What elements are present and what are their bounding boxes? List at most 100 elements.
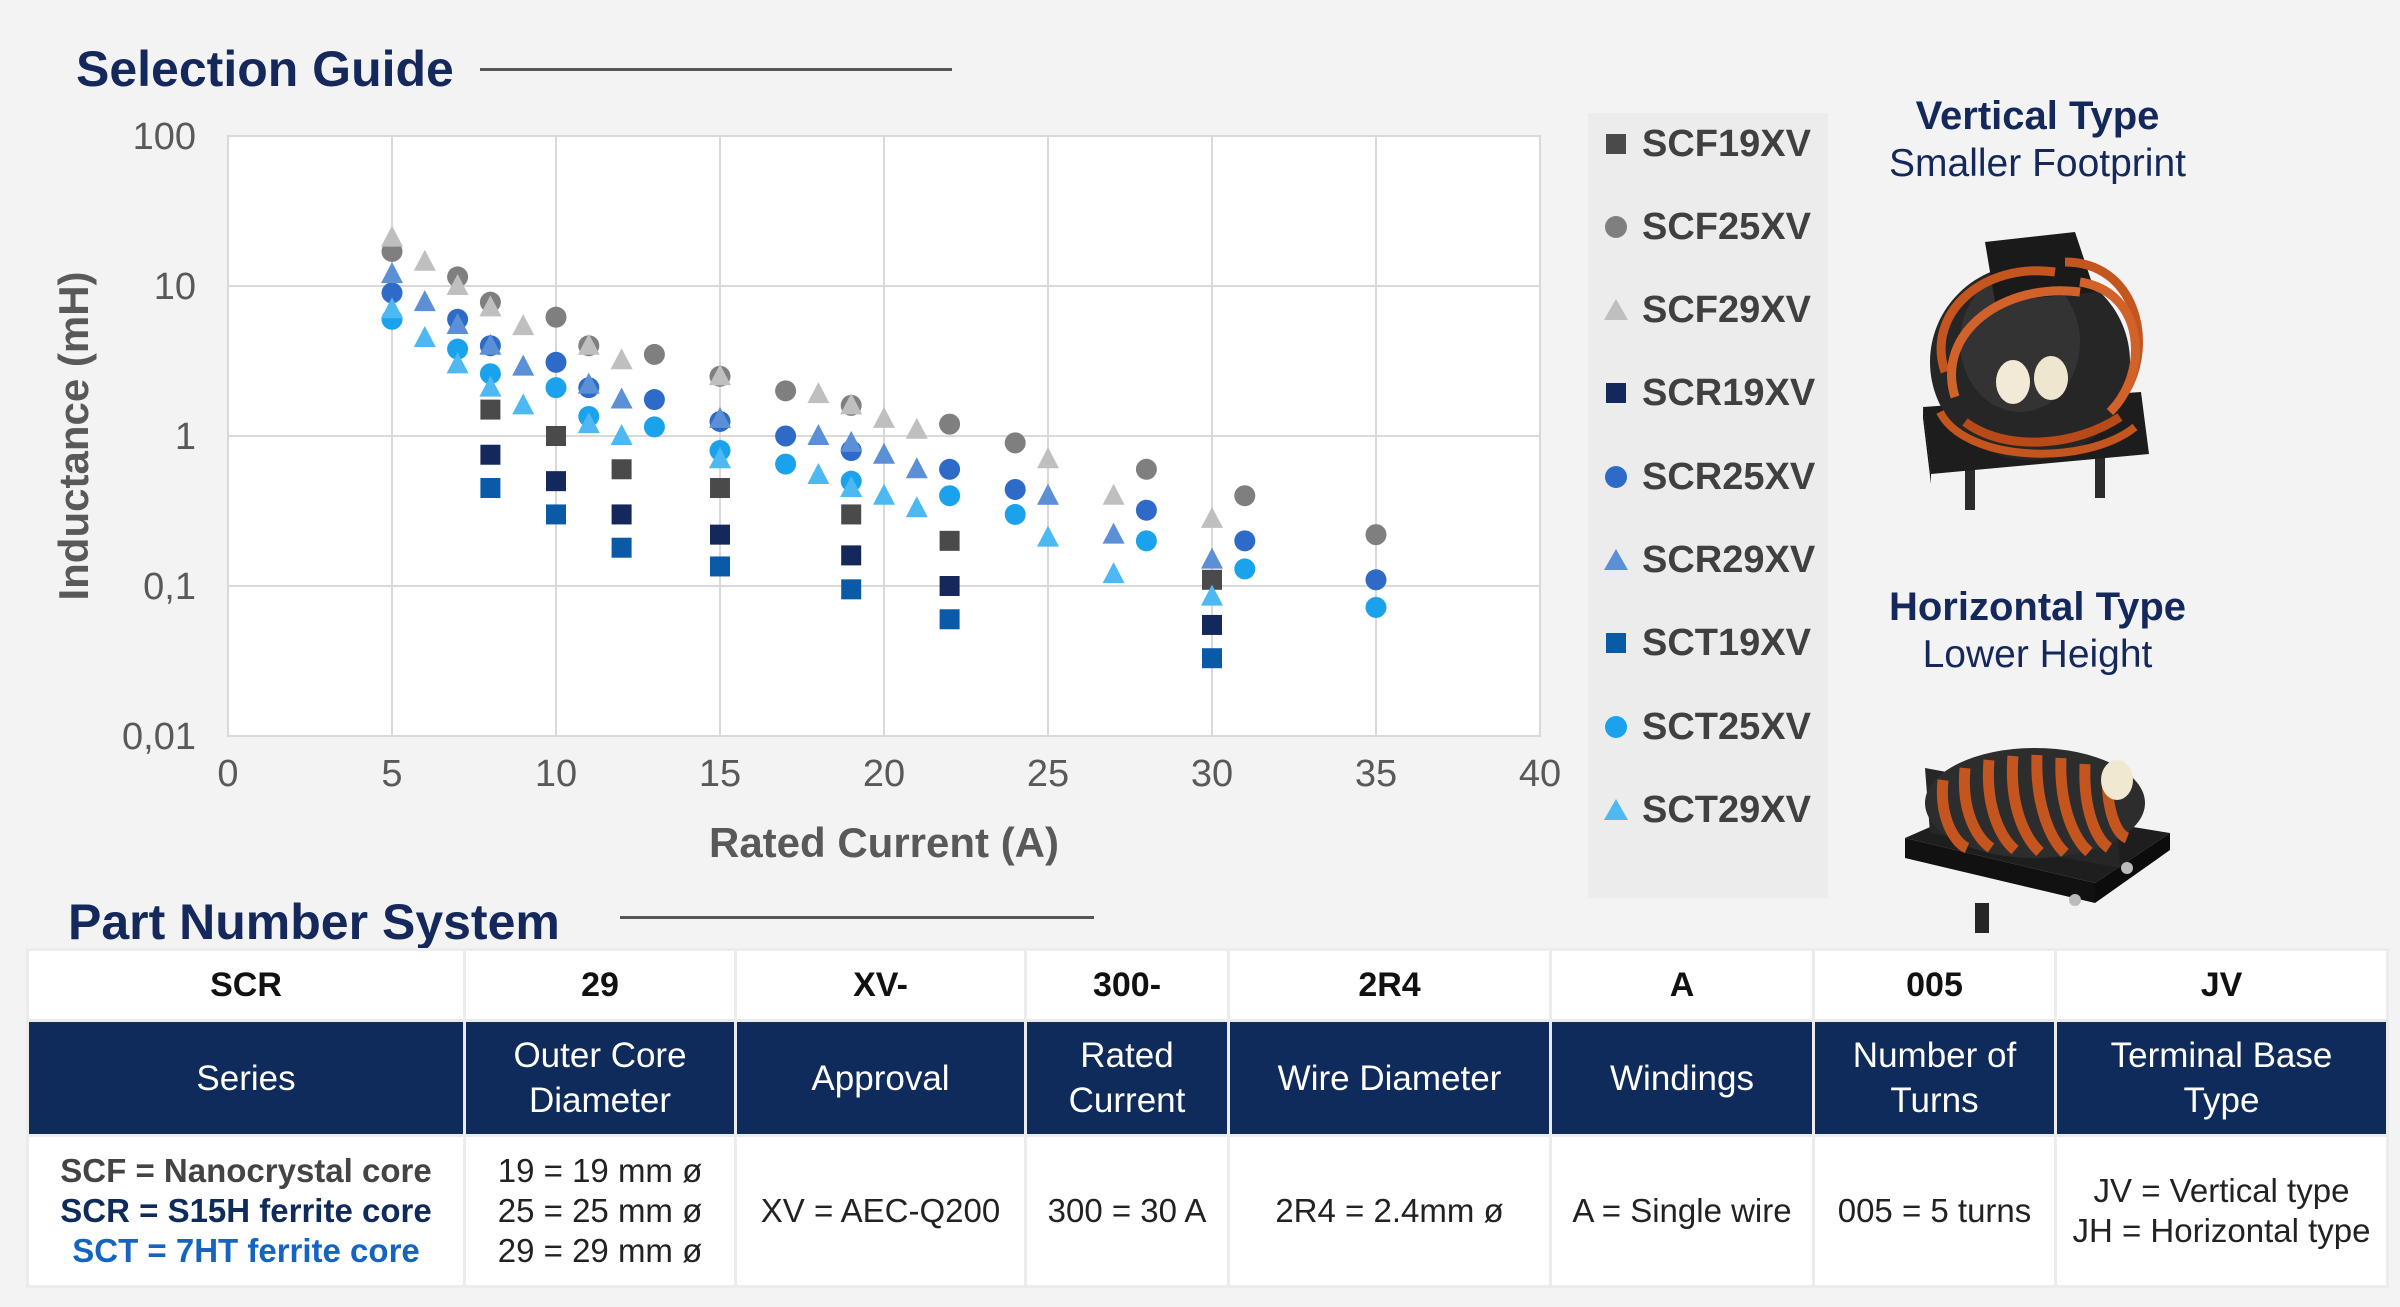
- data-point: [610, 387, 633, 409]
- data-point: [807, 424, 830, 445]
- header-approval: Approval: [734, 1019, 1027, 1137]
- data-point: [611, 504, 632, 525]
- data-point: [710, 524, 730, 545]
- legend-item-scr29xv: SCR29XV: [1600, 538, 1816, 581]
- vertical-type-caption: Vertical Type Smaller Footprint: [1830, 92, 2245, 188]
- data-point: [709, 447, 731, 469]
- triangle-marker-icon: [1604, 549, 1628, 570]
- data-point: [807, 462, 830, 484]
- y-tick-labels: 0,01 0,1 1 10 100: [122, 116, 196, 758]
- code-current: 300-: [1024, 948, 1230, 1022]
- data-point: [1234, 485, 1256, 507]
- data-point: [446, 274, 469, 295]
- series-scf29xv: [381, 225, 1223, 528]
- data-point: [939, 530, 960, 551]
- data-point: [1037, 483, 1059, 505]
- data-point: [775, 380, 797, 402]
- data-point: [610, 348, 633, 370]
- y-tick-label: 0,01: [122, 716, 196, 758]
- y-tick-label: 100: [133, 116, 196, 158]
- data-point: [1102, 522, 1125, 544]
- horizontal-type-caption: Horizontal Type Lower Height: [1830, 583, 2245, 679]
- legend-label: SCT25XV: [1642, 705, 1811, 748]
- data-points: [381, 225, 1387, 669]
- series-scr29xv: [381, 262, 1223, 569]
- data-point: [643, 343, 665, 365]
- data-point: [512, 314, 535, 336]
- data-point: [905, 496, 928, 518]
- data-point: [840, 393, 863, 415]
- legend-label: SCR29XV: [1642, 538, 1816, 581]
- data-point: [709, 406, 731, 428]
- legend-item-scf25xv: SCF25XV: [1600, 205, 1811, 248]
- square-marker-icon: [1606, 134, 1626, 154]
- header-windings: Windings: [1549, 1019, 1815, 1137]
- data-point: [610, 424, 633, 445]
- circle-marker-icon: [1605, 216, 1627, 238]
- header-series: Series: [26, 1019, 466, 1137]
- data-point: [775, 425, 797, 447]
- selection-guide-title: Selection Guide: [76, 41, 454, 97]
- data-point: [905, 457, 928, 479]
- data-point: [480, 478, 501, 499]
- code-row: SCR 29 XV- 300- 2R4 A 005 JV: [26, 948, 2389, 1022]
- data-point: [480, 444, 501, 465]
- desc-windings: A = Single wire: [1549, 1134, 1815, 1288]
- data-point: [413, 326, 436, 348]
- data-point: [512, 354, 535, 376]
- data-point: [413, 290, 436, 312]
- x-tick-label: 10: [535, 753, 577, 795]
- series-scf19xv: [480, 399, 1222, 590]
- data-point: [546, 426, 566, 446]
- data-point: [1004, 503, 1026, 525]
- data-point: [841, 579, 862, 600]
- data-point: [710, 478, 730, 499]
- header-diameter: Outer Core Diameter: [463, 1019, 737, 1137]
- data-point: [577, 333, 600, 355]
- desc-current: 300 = 30 A: [1024, 1134, 1230, 1288]
- part-number-title: Part Number System: [68, 894, 560, 950]
- data-point: [1037, 525, 1059, 547]
- data-point: [1202, 648, 1222, 669]
- data-point: [873, 483, 895, 505]
- x-tick-label: 5: [381, 753, 402, 795]
- data-point: [1135, 458, 1157, 480]
- y-tick-label: 0,1: [143, 566, 196, 608]
- legend-label: SCF25XV: [1642, 205, 1811, 248]
- x-tick-label: 35: [1355, 753, 1397, 795]
- data-point: [1004, 478, 1026, 500]
- x-tick-label: 20: [863, 753, 905, 795]
- part-number-table: SCR 29 XV- 300- 2R4 A 005 JV Series Oute…: [26, 948, 2389, 1288]
- data-point: [939, 576, 960, 596]
- data-point: [939, 485, 961, 507]
- data-point: [1234, 558, 1256, 580]
- series-sct19xv: [480, 478, 1222, 669]
- data-point: [939, 609, 960, 630]
- desc-approval: XV = AEC-Q200: [734, 1134, 1027, 1288]
- horizontal-choke-photo: [1905, 748, 2170, 933]
- legend-item-sct25xv: SCT25XV: [1600, 705, 1811, 748]
- vertical-type-subtitle: Smaller Footprint: [1889, 142, 2186, 185]
- code-windings: A: [1549, 948, 1815, 1022]
- circle-marker-icon: [1605, 466, 1627, 488]
- horizontal-type-title: Horizontal Type: [1888, 585, 2187, 629]
- data-point: [1234, 530, 1256, 552]
- vertical-type-title: Vertical Type: [1915, 94, 2160, 138]
- y-axis-label: Inductance (mH): [50, 271, 97, 600]
- legend-item-scf19xv: SCF19XV: [1600, 123, 1811, 165]
- data-point: [611, 459, 632, 480]
- desc-terminal: JV = Vertical type JH = Horizontal type: [2054, 1134, 2389, 1288]
- data-point: [873, 442, 895, 464]
- y-tick-label: 10: [154, 266, 196, 308]
- data-point: [1135, 499, 1157, 521]
- data-point: [1201, 584, 1223, 606]
- legend-label: SCR19XV: [1642, 371, 1816, 414]
- data-point: [840, 430, 863, 452]
- data-point: [775, 453, 797, 475]
- data-point: [381, 282, 403, 304]
- square-marker-icon: [1606, 383, 1626, 403]
- code-approval: XV-: [734, 948, 1027, 1022]
- data-point: [939, 413, 961, 435]
- data-point: [873, 406, 895, 428]
- data-point: [643, 389, 665, 411]
